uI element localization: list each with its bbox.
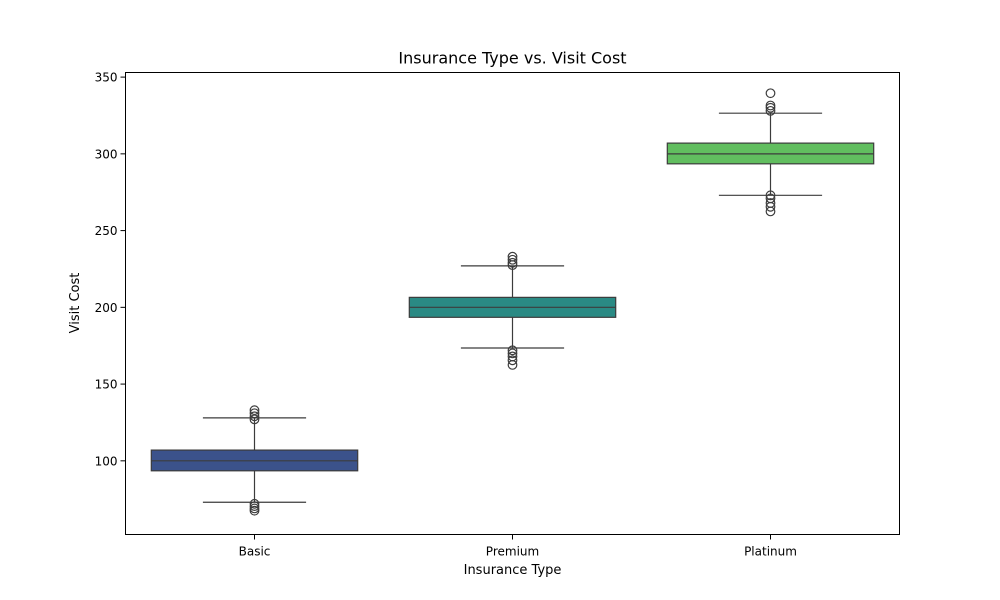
outlier-point-platinum	[765, 190, 776, 201]
x-axis: Basic Premium Platinum	[239, 534, 797, 559]
y-tick-label: 250	[95, 224, 118, 238]
y-tick-label: 300	[95, 147, 118, 161]
boxes-group	[150, 88, 875, 516]
outlier-point-basic	[249, 498, 260, 509]
outlier-point-platinum	[765, 198, 776, 208]
outlier-point-premium	[507, 355, 518, 366]
outlier-point-basic	[249, 411, 260, 422]
box-platinum	[666, 88, 875, 217]
outlier-point-platinum	[765, 100, 776, 111]
y-tick-label: 350	[95, 71, 118, 85]
chart-title: Insurance Type vs. Visit Cost	[398, 49, 626, 68]
y-tick-label: 200	[95, 301, 118, 315]
x-tick-label: Basic	[239, 545, 271, 559]
y-tick-label: 100	[95, 454, 118, 468]
outlier-point-basic	[249, 408, 260, 419]
outlier-point-premium	[507, 254, 518, 265]
outlier-point-platinum	[765, 105, 776, 116]
x-axis-label: Insurance Type	[464, 563, 562, 578]
box-basic	[150, 405, 359, 516]
outlier-point-basic	[249, 414, 260, 425]
outlier-point-premium	[507, 257, 518, 268]
outlier-point-premium	[507, 348, 518, 359]
outlier-point-premium	[507, 345, 518, 356]
y-axis-label: Visit Cost	[68, 273, 83, 334]
y-tick-label: 150	[95, 378, 118, 392]
x-tick-label: Premium	[486, 545, 539, 559]
outlier-point-premium	[507, 251, 518, 262]
y-axis: 100 150 200 250 300 350	[95, 71, 126, 468]
outlier-point-platinum	[765, 88, 776, 99]
outlier-point-basic	[249, 405, 260, 416]
outlier-point-platinum	[765, 193, 776, 204]
box-premium	[408, 251, 617, 370]
outlier-point-premium	[507, 351, 518, 362]
x-tick-label: Platinum	[744, 545, 797, 559]
